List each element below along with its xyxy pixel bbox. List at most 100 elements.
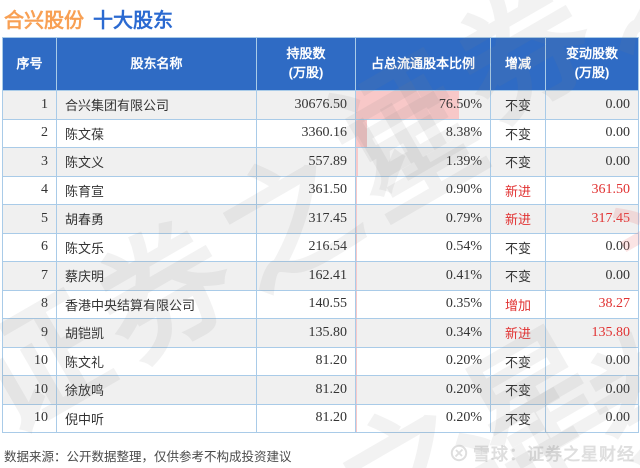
row-rank: 10 [2,375,57,405]
change-shares: 135.80 [545,318,639,348]
pct-of-float-cell: 0.41% [355,261,491,291]
brand-footer: 雪球：证券之星财经 [450,440,635,465]
table-row: 6 陈文乐 216.54 0.54% 不变 0.00 [2,232,639,262]
pct-of-float-cell: 8.38% [355,118,491,148]
pct-value: 0.54% [445,239,482,255]
pct-of-float-cell: 76.50% [355,90,491,120]
table-row: 10 徐放鸣 81.20 0.20% 不变 0.00 [2,375,639,405]
row-rank: 7 [2,261,57,291]
pct-value: 0.41% [445,267,482,283]
shareholder-name: 香港中央结算有限公司 [56,289,257,319]
pct-bar [356,119,368,147]
shareholder-name: 倪中听 [56,403,257,433]
pct-bar [356,91,459,119]
shares-held: 317.45 [256,204,356,234]
change-shares: 317.45 [545,204,639,234]
change-direction: 不变 [490,232,546,262]
shares-held: 3360.16 [256,118,356,148]
row-rank: 2 [2,118,57,148]
shares-held: 140.55 [256,289,356,319]
pct-value: 1.39% [445,153,482,169]
pct-value: 8.38% [445,125,482,141]
pct-of-float-cell: 1.39% [355,147,491,177]
pct-value: 0.90% [445,182,482,198]
change-direction: 不变 [490,375,546,405]
header-change-shares: 变动股数 (万股) [545,37,639,91]
change-direction: 新进 [490,318,546,348]
shares-held: 557.89 [256,147,356,177]
shareholder-name: 陈文乐 [56,232,257,262]
shareholder-name: 陈文葆 [56,118,257,148]
data-source-note: 数据来源：公开数据整理，仅供参考不构成投资建议 [4,450,292,464]
table-row: 2 陈文葆 3360.16 8.38% 不变 0.00 [2,118,639,148]
pct-of-float-cell: 0.20% [355,403,491,433]
table-row: 8 香港中央结算有限公司 140.55 0.35% 增加 38.27 [2,289,639,319]
pct-bar [356,176,358,204]
shareholder-name: 胡铠凯 [56,318,257,348]
shares-held: 81.20 [256,403,356,433]
header-shareholder-name: 股东名称 [56,37,257,91]
change-shares: 361.50 [545,175,639,205]
table-row: 1 合兴集团有限公司 30676.50 76.50% 不变 0.00 [2,90,639,120]
pct-of-float-cell: 0.35% [355,289,491,319]
shareholder-name: 蔡庆明 [56,261,257,291]
change-shares: 0.00 [545,375,639,405]
row-rank: 10 [2,346,57,376]
xueqiu-logo-icon [450,444,468,461]
row-rank: 9 [2,318,57,348]
shareholder-name: 陈文礼 [56,346,257,376]
shareholder-name: 合兴集团有限公司 [56,90,257,120]
pct-bar [356,262,357,290]
table-header: 序号 股东名称 持股数 (万股) 占总流通股本比例 增减 变动股数 (万股) [2,37,639,91]
pct-of-float-cell: 0.79% [355,204,491,234]
shares-held: 216.54 [256,232,356,262]
title-suffix: 十大股东 [93,10,173,32]
pct-value: 0.20% [445,410,482,426]
row-rank: 3 [2,147,57,177]
row-rank: 1 [2,90,57,120]
change-shares: 0.00 [545,232,639,262]
pct-of-float-cell: 0.34% [355,318,491,348]
pct-of-float-cell: 0.20% [355,375,491,405]
shareholder-name: 陈育宣 [56,175,257,205]
row-rank: 4 [2,175,57,205]
change-direction: 不变 [490,90,546,120]
shares-held: 361.50 [256,175,356,205]
shares-held: 135.80 [256,318,356,348]
shareholder-name: 胡春勇 [56,204,257,234]
change-direction: 不变 [490,118,546,148]
pct-bar [356,233,357,261]
change-direction: 不变 [490,403,546,433]
pct-of-float-cell: 0.54% [355,232,491,262]
pct-value: 0.35% [445,296,482,312]
table-row: 5 胡春勇 317.45 0.79% 新进 317.45 [2,204,639,234]
header-change-direction: 增减 [490,37,546,91]
change-direction: 新进 [490,175,546,205]
top-shareholders-table: 序号 股东名称 持股数 (万股) 占总流通股本比例 增减 变动股数 (万股) 1… [2,37,639,433]
page-title: 合兴股份 十大股东 [4,4,173,33]
pct-of-float-cell: 0.20% [355,346,491,376]
table-row: 3 陈文义 557.89 1.39% 不变 0.00 [2,147,639,177]
change-direction: 不变 [490,261,546,291]
header-pct-of-float: 占总流通股本比例 [355,37,491,91]
change-shares: 38.27 [545,289,639,319]
change-direction: 新进 [490,204,546,234]
shareholder-name: 陈文义 [56,147,257,177]
change-shares: 0.00 [545,261,639,291]
shares-held: 30676.50 [256,90,356,120]
row-rank: 8 [2,289,57,319]
pct-value: 0.79% [445,210,482,226]
change-direction: 不变 [490,346,546,376]
header-no: 序号 [2,37,57,91]
pct-bar [356,148,358,176]
header-shares-held: 持股数 (万股) [256,37,356,91]
pct-value: 76.50% [438,96,482,112]
pct-of-float-cell: 0.90% [355,175,491,205]
change-shares: 0.00 [545,90,639,120]
pct-value: 0.34% [445,324,482,340]
change-shares: 0.00 [545,118,639,148]
brand-text: 雪球：证券之星财经 [473,445,635,464]
row-rank: 10 [2,403,57,433]
shares-held: 162.41 [256,261,356,291]
